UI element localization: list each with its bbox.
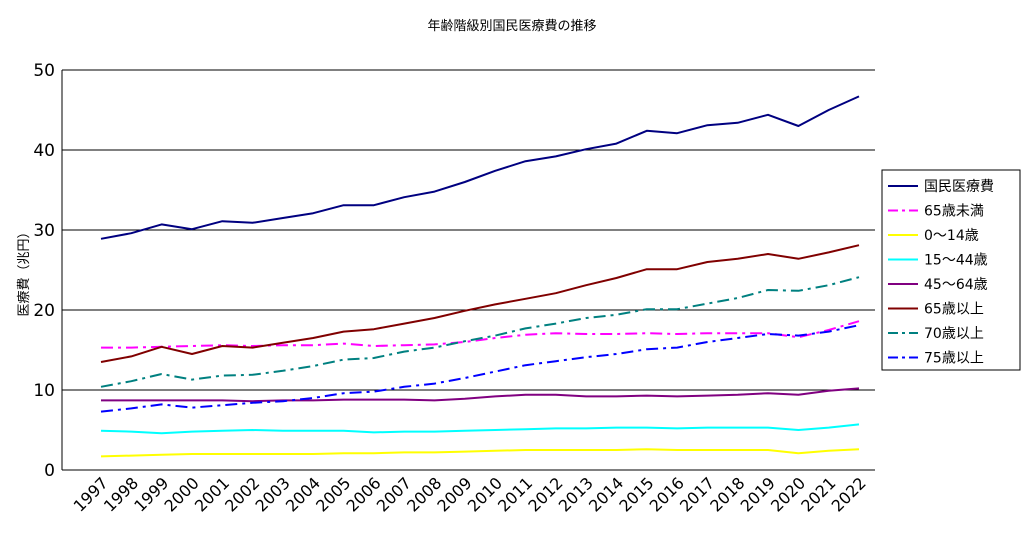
x-tick-label: 2010 [464,473,506,515]
y-tick-label: 30 [33,221,55,241]
legend-box [881,169,1021,371]
x-tick-label: 2001 [191,473,233,515]
axes: 0102030405019971998199920002001200220032… [33,61,875,516]
y-tick-label: 20 [33,301,55,321]
x-tick-label: 2019 [737,473,779,515]
y-tick-label: 0 [44,461,55,481]
x-tick-label: 2013 [555,473,597,515]
y-tick-label: 10 [33,381,55,401]
x-tick-label: 2006 [342,473,384,515]
x-tick-label: 2003 [252,473,294,515]
x-tick-label: 2020 [767,473,809,515]
x-tick-label: 2022 [828,473,870,515]
grid-lines [62,69,875,391]
x-tick-label: 2016 [646,473,688,515]
y-tick-label: 50 [33,61,55,81]
x-tick-label: 2014 [585,473,627,515]
x-tick-label: 2008 [403,473,445,515]
x-tick-label: 2002 [221,473,263,515]
series-line-4 [101,387,860,403]
series-line-6 [100,276,860,388]
x-tick-label: 1997 [70,473,112,515]
x-tick-label: 1999 [130,473,172,515]
legend-label-1: 65歳未満 [924,204,984,220]
series-line-3 [100,423,860,435]
series-lines [100,95,860,458]
legend-label-6: 70歳以上 [924,326,984,342]
x-tick-label: 2011 [494,473,536,515]
x-tick-label: 2012 [524,473,566,515]
x-tick-label: 1998 [100,473,142,515]
x-tick-label: 2007 [373,473,415,515]
legend: 国民医療費 65歳未満 0～14歳 15～44歳 45～64歳 65歳以上 70歳以上 75歳… [881,169,1021,371]
legend-label-5: 65歳以上 [924,302,984,318]
legend-label-4: 45～64歳 [924,277,988,293]
x-tick-label: 2015 [615,473,657,515]
x-tick-label: 2004 [282,473,324,515]
x-tick-label: 2021 [797,473,839,515]
x-tick-label: 2018 [706,473,748,515]
legend-label-2: 0～14歳 [924,228,979,244]
series-line-2 [100,448,860,458]
x-tick-label: 2000 [161,473,203,515]
x-tick-label: 2017 [676,473,718,515]
x-tick-label: 2005 [312,473,354,515]
legend-label-0: 国民医療費 [924,178,994,195]
x-tick-label: 2009 [433,473,475,515]
legend-label-7: 75歳以上 [924,351,984,367]
series-line-5 [100,244,860,363]
y-tick-label: 40 [33,141,55,161]
legend-label-3: 15～44歳 [924,253,988,269]
chart-title: 年齢階級別国民医療費の推移 [427,19,596,34]
series-line-0 [100,95,860,240]
series-line-1 [101,320,860,349]
y-axis-label: 医療費（兆円） [17,225,32,316]
series-line-7 [100,324,860,413]
